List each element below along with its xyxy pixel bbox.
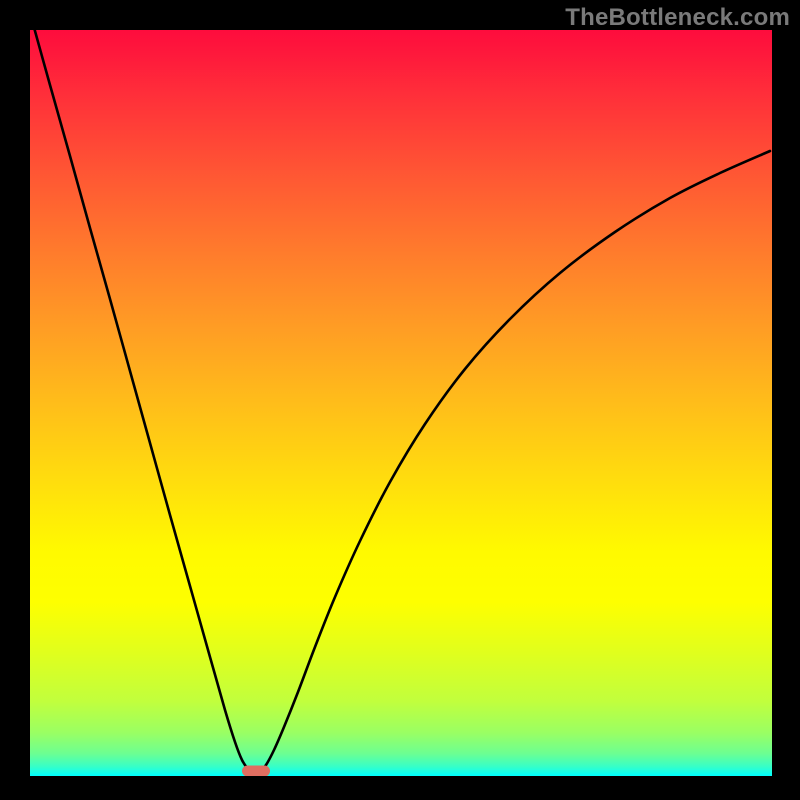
- plot-area: [30, 30, 772, 776]
- watermark: TheBottleneck.com: [565, 4, 790, 32]
- chart-frame: TheBottleneck.com: [0, 0, 800, 800]
- optimal-point-marker: [242, 766, 270, 777]
- plot-background: [30, 30, 772, 776]
- plot-svg: [30, 30, 772, 776]
